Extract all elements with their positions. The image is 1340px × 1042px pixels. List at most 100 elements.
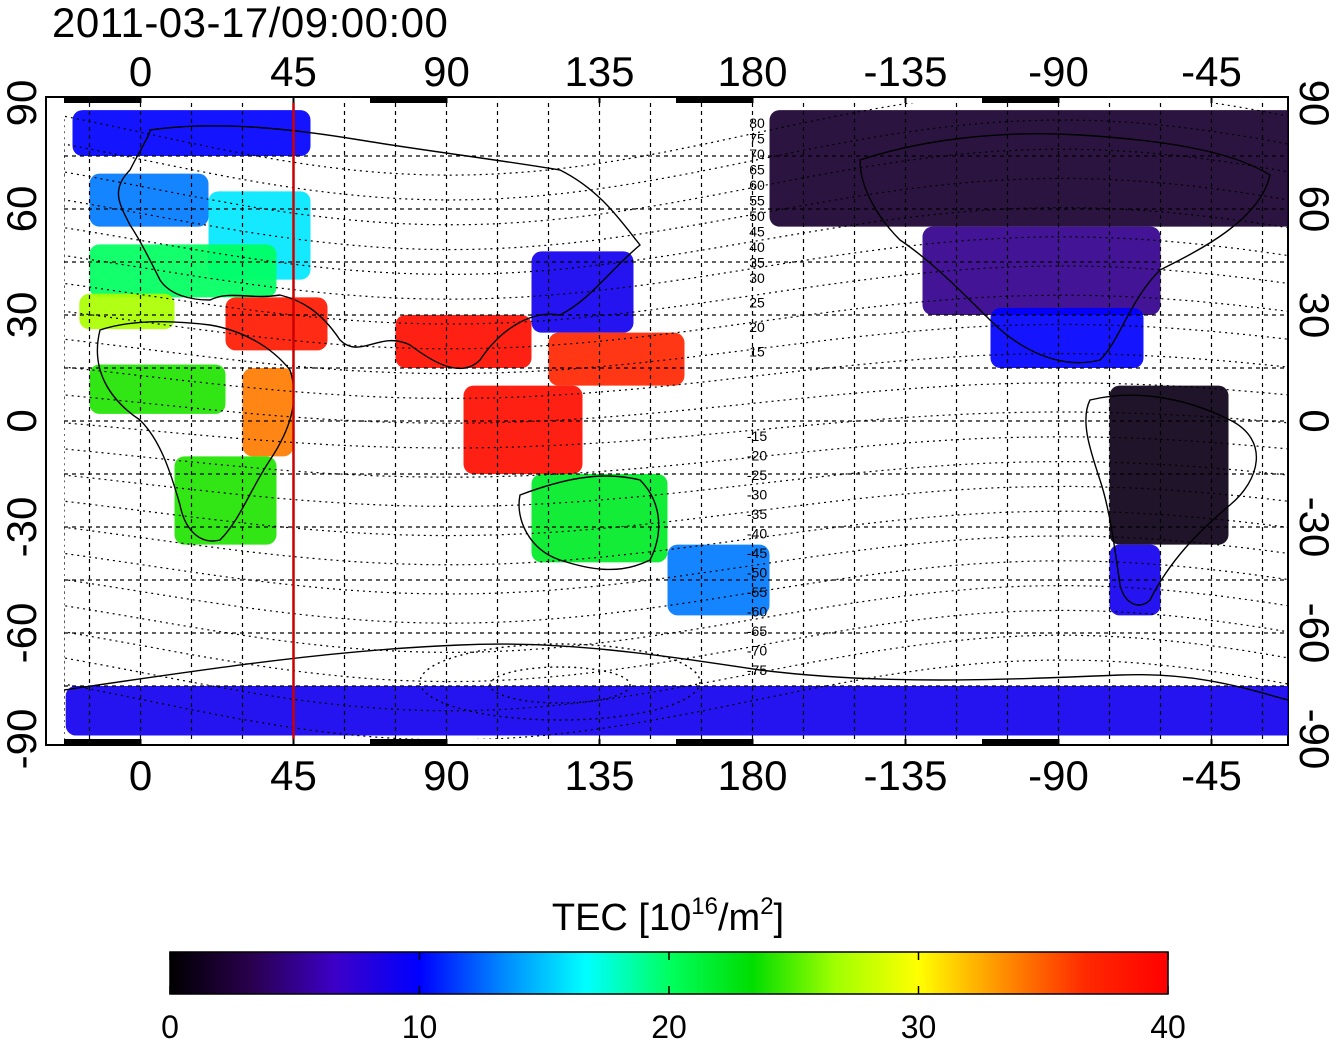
- contour-line: [64, 148, 1288, 226]
- contour-line: [64, 609, 1288, 683]
- coast-eurasia: [117, 125, 641, 370]
- contour-label-north: 75: [749, 131, 765, 147]
- contour-label-south: -30: [747, 487, 767, 503]
- lat-tick-right: 0: [1291, 409, 1338, 432]
- contour-line: [64, 535, 1288, 595]
- contour-label-north: 35: [749, 255, 765, 271]
- contour-label-south: -60: [747, 604, 767, 620]
- lon-tick-top: -45: [1181, 48, 1242, 95]
- colorbar-ticks: 0 10 20 30 40: [161, 952, 1186, 1042]
- polar-contour-inner: [489, 666, 631, 704]
- lon-tick-top: 0: [129, 48, 152, 95]
- contour-line: [64, 510, 1288, 566]
- contour-line: [64, 265, 1288, 325]
- lon-tick-bottom: -90: [1028, 752, 1089, 799]
- frame-bar-top: [676, 97, 753, 103]
- lon-tick-top: 90: [423, 48, 470, 95]
- contour-label-north: 25: [749, 295, 765, 311]
- colorbar-tick-label: 20: [651, 1009, 687, 1042]
- contour-label-north: 40: [749, 239, 765, 255]
- contour-label-south: -70: [747, 643, 767, 659]
- contour-line: [64, 352, 1288, 400]
- contour-label-north: 20: [749, 319, 765, 335]
- graticule: [64, 103, 1288, 739]
- lon-tick-top: -135: [863, 48, 947, 95]
- contour-label-south: -45: [747, 545, 767, 561]
- contour-line: [64, 103, 1288, 176]
- tec-region-10: [463, 385, 583, 474]
- contour-label-south: -65: [747, 623, 767, 639]
- tec-region-7: [89, 364, 226, 414]
- tec-region-5: [225, 297, 328, 351]
- lat-tick-left: 90: [0, 80, 45, 127]
- contour-line: [64, 323, 1288, 375]
- contour-line: [64, 485, 1288, 537]
- tec-region-20: [65, 686, 1288, 736]
- contour-line: [64, 177, 1288, 251]
- coast-africa: [96, 321, 295, 542]
- lat-tick-left: 60: [0, 186, 45, 233]
- contour-label-north: 45: [749, 224, 765, 240]
- tec-region-0: [72, 110, 311, 156]
- tec-region-17: [990, 307, 1144, 368]
- geomagnetic-latitude-contours: [64, 103, 1288, 739]
- coast-antarctica: [64, 643, 1288, 701]
- tec-region-19: [1109, 544, 1161, 616]
- contour-line: [64, 236, 1288, 300]
- frame-bar-bottom: [370, 739, 447, 745]
- lon-tick-bottom: -45: [1181, 752, 1242, 799]
- contour-label-south: -15: [747, 428, 767, 444]
- tec-region-3: [89, 244, 277, 298]
- tec-region-13: [531, 474, 668, 563]
- contour-label-south: -50: [747, 565, 767, 581]
- lon-tick-top: 135: [564, 48, 634, 95]
- contour-label-north: 15: [749, 344, 765, 360]
- tec-region-16: [922, 226, 1161, 315]
- frame-bar-bottom: [64, 739, 141, 745]
- tec-region-6: [242, 368, 294, 457]
- tec-region-18: [1109, 385, 1229, 545]
- lat-tick-left: -30: [0, 497, 45, 558]
- contour-labels-south: -15 -20 -25 -30 -35 -40 -45 -50 -55 -60 -65 -70 -75: [747, 428, 767, 678]
- contour-label-south: -20: [747, 448, 767, 464]
- lat-tick-left: -60: [0, 603, 45, 664]
- lon-tick-top: 45: [270, 48, 317, 95]
- contour-line: [64, 560, 1288, 624]
- frame-bar-top: [370, 97, 447, 103]
- lon-tick-top: -90: [1028, 48, 1089, 95]
- lon-tick-bottom: 45: [270, 752, 317, 799]
- contour-label-north: 50: [749, 208, 765, 224]
- colorbar-label: TEC [1016/m2]: [552, 893, 784, 939]
- colorbar-tick-label: 10: [402, 1009, 438, 1042]
- frame-bar-top: [982, 97, 1059, 103]
- tec-region-1: [89, 173, 209, 227]
- lat-tick-right: 30: [1291, 292, 1338, 339]
- lon-tick-bottom: -135: [863, 752, 947, 799]
- contour-label-south: -40: [747, 526, 767, 542]
- frame-bar-bottom: [676, 739, 753, 745]
- coast-south-america: [1085, 394, 1257, 606]
- lat-tick-left: 0: [0, 409, 45, 432]
- contour-label-south: -35: [747, 506, 767, 522]
- lat-tick-right: 60: [1291, 186, 1338, 233]
- colorbar: TEC [1016/m2] 0 10 20 30 40: [161, 893, 1186, 1042]
- contour-line: [64, 294, 1288, 350]
- lon-tick-bottom: 180: [717, 752, 787, 799]
- lat-tick-right: -60: [1291, 603, 1338, 664]
- contour-label-south: -55: [747, 584, 767, 600]
- contour-label-south: -75: [747, 662, 767, 678]
- lat-tick-left: 30: [0, 292, 45, 339]
- contour-label-north: 70: [749, 146, 765, 162]
- contour-label-south: -25: [747, 467, 767, 483]
- contour-line: [64, 460, 1288, 508]
- lat-tick-right: 90: [1291, 80, 1338, 127]
- lon-tick-bottom: 135: [564, 752, 634, 799]
- lon-tick-bottom: 90: [423, 752, 470, 799]
- tec-region-15: [769, 110, 1288, 227]
- contour-label-north: 60: [749, 177, 765, 193]
- colorbar-tick-label: 30: [901, 1009, 937, 1042]
- tec-region-4: [79, 293, 175, 330]
- tec-region-14: [667, 544, 770, 616]
